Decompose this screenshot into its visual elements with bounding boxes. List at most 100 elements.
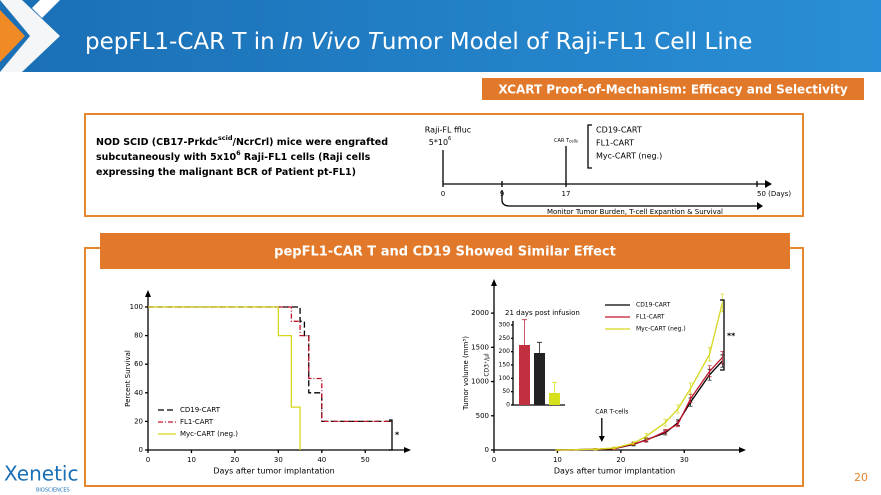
tagline: XCART Proof-of-Mechanism: Efficacy and S… (498, 83, 848, 97)
series-line (148, 306, 392, 423)
y-tick-label: 500 (476, 412, 489, 420)
logo-sub: BIOSCIENCES (36, 488, 70, 494)
series-line (148, 306, 301, 450)
y-arrow (145, 290, 151, 297)
y-tick-label: 300 (499, 322, 511, 329)
y-axis-label: Tumor volume (mm³) (462, 336, 470, 411)
significance-bracket (720, 299, 725, 371)
section-title: pepFL1-CAR T and CD19 Showed Similar Eff… (274, 245, 616, 260)
error-bar (574, 448, 579, 451)
injection-label: Raji-FL ffluc (425, 126, 471, 135)
bar (549, 393, 560, 405)
tagline-banner (482, 78, 864, 100)
error-bar (537, 341, 542, 353)
error-bar (593, 448, 598, 451)
x-arrow (404, 447, 411, 453)
significance-bracket (389, 419, 393, 451)
y-arrow (491, 279, 497, 286)
logo-x-top (32, 0, 60, 18)
slide-title: pepFL1-CAR T in In Vivo Tumor Model of R… (85, 29, 752, 55)
text-run: expressing the malignant BCR of Patient … (96, 167, 356, 178)
error-bar (675, 404, 680, 414)
page-number: 20 (854, 471, 868, 484)
timeline-tick-label: 9 (500, 190, 504, 198)
timeline-tick-label: 17 (562, 190, 571, 198)
y-tick-label: 40 (134, 389, 143, 397)
x-axis-label: Days after tumor implantation (554, 467, 675, 476)
y-tick-label: 150 (499, 362, 511, 369)
event-label: CAR T-cells (595, 409, 628, 416)
y-axis-label: Percent Survival (124, 350, 132, 407)
y-tick-label: 50 (502, 388, 510, 395)
bar (534, 353, 545, 405)
y-tick-label: 250 (499, 335, 511, 342)
x-tick-label: 40 (317, 456, 326, 464)
group-label: Myc-CART (neg.) (596, 152, 662, 161)
description-line: NOD SCID (CB17-Prkdcscid/NcrCrl) mice we… (96, 134, 388, 148)
x-tick-label: 10 (187, 456, 196, 464)
error-bar (688, 394, 693, 404)
monitor-arrowhead (757, 202, 763, 210)
error-bar (522, 319, 527, 345)
y-tick-label: 60 (134, 360, 143, 368)
x-tick-label: 10 (553, 456, 562, 464)
superscript: scid (218, 134, 233, 142)
timeline-tick-label: 0 (441, 190, 445, 198)
car: CAR T (554, 138, 570, 144)
design-box (84, 113, 804, 217)
error-bar (631, 441, 636, 446)
x-tick-label: 20 (616, 456, 625, 464)
logo-x (0, 0, 60, 72)
superscript: 6 (236, 149, 241, 157)
legend-label: Myc-CART (neg.) (636, 326, 686, 333)
dose-label: 5*106 (429, 136, 451, 147)
y-axis-label: CD3⁺/µl (484, 353, 491, 377)
text-run: subcutaneously with 5x10 (96, 152, 236, 163)
y-tick-label: 100 (130, 303, 143, 311)
car-label: CAR Tcells (554, 138, 578, 144)
legend-label: FL1-CART (180, 418, 214, 426)
timeline-tick-label: 50 (Days) (757, 190, 791, 198)
x-tick-label: 20 (230, 456, 239, 464)
x-tick-label: 50 (361, 456, 370, 464)
timeline-arrow (765, 180, 772, 188)
y-tick-label: 100 (499, 375, 511, 382)
x-axis-label: Days after tumor implantation (213, 467, 334, 476)
group-label: FL1-CART (596, 139, 634, 148)
text-run: /NcrCrl) mice were engrafted (233, 137, 389, 148)
car-sub: cells (569, 139, 578, 144)
error-bar (663, 429, 668, 434)
y-tick-label: 0 (485, 446, 489, 454)
error-bar (612, 446, 617, 450)
description-line: expressing the malignant BCR of Patient … (96, 167, 356, 178)
section-banner (100, 233, 790, 269)
y-tick-label: 2000 (471, 309, 489, 317)
description: NOD SCID (CB17-Prkdcscid/NcrCrl) mice we… (96, 134, 388, 178)
group-label: CD19-CART (596, 126, 642, 135)
significance: * (395, 431, 400, 440)
y-tick-label: 0 (139, 446, 143, 454)
dose-exp: 6 (448, 136, 451, 142)
text-run: NOD SCID (CB17-Prkdc (96, 137, 218, 148)
logo-x-orange (0, 10, 25, 62)
y-tick-label: 80 (134, 332, 143, 340)
error-bar (552, 381, 557, 393)
bar (519, 345, 530, 405)
group-bracket (587, 124, 592, 169)
y-tick-label: 200 (499, 348, 511, 355)
x-tick-label: 0 (146, 456, 150, 464)
event-arrowhead (598, 436, 605, 442)
error-bar (663, 418, 668, 427)
legend-label: Myc-CART (neg.) (180, 430, 238, 438)
error-bar (707, 365, 712, 378)
legend-label: FL1-CART (636, 314, 665, 321)
monitor-label: Monitor Tumor Burden, T-cell Expantion &… (547, 208, 723, 216)
error-bar (555, 449, 560, 451)
monitor-arrow (501, 190, 757, 207)
error-bar (707, 346, 712, 362)
text-run: Raji-FL1 cells (Raji cells (241, 152, 371, 163)
legend-label: CD19-CART (636, 302, 671, 309)
header-band (0, 0, 881, 72)
